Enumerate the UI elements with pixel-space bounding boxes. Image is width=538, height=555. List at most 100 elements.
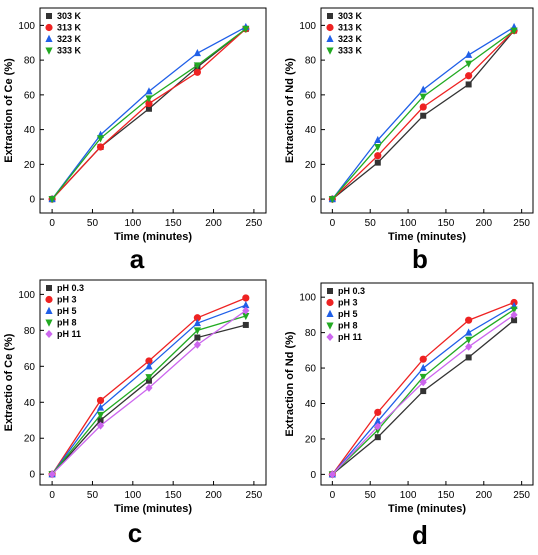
panel-a-data-point-313-k [96,143,105,151]
panel-b-x-axis-title: Time (minutes) [388,231,466,243]
panel-c-data-point-ph-3 [242,294,250,302]
panel-b-data-point-333-k [510,27,518,35]
panel-c-xtick-label: 200 [205,490,222,501]
panel-c-data-point-ph-8 [242,312,250,321]
panel-c-legend-marker-ph-3 [45,295,53,304]
panel-d-data-point-ph-11 [510,310,518,319]
panel-c-legend-label-ph-8: pH 8 [57,318,77,328]
panel-b-ytick-label: 0 [310,195,316,206]
panel-c-data-point-ph-11 [242,306,250,315]
panel-b-data-point-313-k [419,103,427,111]
panel-d-legend: pH 0.3 pH 3pH 5 pH 8pH 11 [326,286,365,342]
panel-c-legend-label-ph-5: pH 5 [57,306,77,316]
panel-a-legend-label-303-k: 303 K [57,11,82,21]
panel-c-data-point-ph-3 [145,357,153,365]
panel-b-data-point-303-k [374,159,381,166]
panel-c-letter: c [128,518,142,548]
panel-a-xtick-label: 200 [205,218,222,229]
panel-a-letter: a [130,244,145,274]
panel-d-series-line-ph-0-3 [331,319,515,475]
panel-d: 0 50 100 150 200 250 0 20 40 60 80 100 Time (minutes… [284,282,534,550]
panel-a-legend-marker-303-k [46,13,52,19]
panel-d-data-point-ph-8 [465,336,473,344]
panel-d-data-point-ph-11 [419,378,427,387]
panel-b-plot-frame [320,7,534,214]
panel-c-ytick-label: 80 [24,326,36,337]
panel-c-xtick-label: 0 [49,490,55,501]
panel-d-data-point-ph-3 [374,408,382,416]
panel-c-data-point-ph-5 [193,318,201,327]
panel-c-data-point-ph-5 [242,300,250,309]
panel-b-data-point-303-k [420,112,427,119]
panel-b-legend-label-303-k: 303 K [338,11,363,21]
panel-a-ytick-label: 0 [29,195,35,206]
panel-b-data-point-313-k [465,72,473,80]
panel-b: 0 50 100 150 200 250 0 20 40 60 80 100 Time (minutes… [284,7,534,274]
panel-c-series-line-ph-0-3 [51,324,246,475]
panel-a-data-point-333-k [193,62,201,70]
panel-c-x-axis-title: Time (minutes) [114,503,192,515]
panel-a-ytick-label: 60 [24,90,36,101]
panel-b-legend-marker-303-k [327,13,333,19]
panel-a-data-point-333-k [96,135,105,143]
panel-b-ytick-label: 40 [305,125,317,136]
panel-d-legend-marker-ph-11 [326,333,334,341]
panel-c-legend-label-ph-3: pH 3 [57,295,77,305]
panel-a-legend-label-323-k: 323 K [57,34,82,44]
panel-d-ytick-label: 20 [305,434,317,445]
panel-d-legend-label-ph-0-3: pH 0.3 [338,286,365,296]
panel-c-data-point-ph-0-3 [194,334,201,341]
panel-b-letter: b [412,244,428,274]
panel-d-xtick-label: 150 [438,490,455,501]
panel-c-legend-marker-ph-8 [45,319,53,327]
panel-c-data-point-ph-3 [193,314,201,322]
panel-d-legend-marker-ph-8 [326,322,334,330]
panel-b-data-point-333-k [374,143,382,152]
panel-a-xtick-label: 250 [246,218,263,229]
panel-a-data-point-323-k [193,48,201,57]
panel-c-legend-marker-ph-0-3 [46,285,52,291]
panel-a-ytick-label: 80 [24,56,36,67]
panel-d-data-point-ph-0-3 [511,317,518,324]
panel-a-x-axis-title: Time (minutes) [114,231,192,243]
panel-d-data-point-ph-5 [374,417,382,425]
panel-d-xtick-label: 200 [475,490,492,501]
panel-b-data-point-323-k [419,85,427,93]
panel-b-y-axis-title: Extraction of Nd (%) [284,58,296,163]
panel-d-ytick-label: 0 [310,470,316,481]
panel-b-data-point-333-k [465,60,473,68]
panel-d-legend-label-ph-8: pH 8 [338,321,358,331]
panel-b-legend-label-333-k: 333 K [338,46,363,56]
panel-b-data-point-323-k [465,50,473,58]
panel-d-xtick-label: 0 [330,490,336,501]
panel-d-data-point-ph-0-3 [465,354,472,361]
panel-d-data-point-ph-11 [374,422,382,431]
panel-c-series-line-ph-8 [51,315,247,475]
panel-b-xtick-label: 100 [400,218,417,229]
panel-c-series-line-ph-11 [51,310,247,475]
panel-d-data-point-ph-5 [419,363,427,372]
panel-c-legend-label-ph-0-3: pH 0.3 [57,283,84,293]
panel-a-ytick-label: 100 [18,21,35,32]
panel-c-xtick-label: 150 [165,490,182,501]
panel-b-legend-label-323-k: 323 K [338,34,363,44]
panel-a-y-axis-title: Extraction of Ce (%) [3,58,15,163]
panel-a-xtick-label: 150 [165,218,182,229]
panel-a-data-point-313-k [145,99,153,108]
panel-d-legend-marker-ph-0-3 [327,288,333,294]
panel-c: 0 50 100 150 200 250 0 20 40 60 80 100 Time (minutes… [3,279,267,548]
panel-c-y-axis-title: Extractio of Ce (%) [3,333,15,431]
panel-d-legend-label-ph-5: pH 5 [338,309,358,319]
panel-c-legend-marker-ph-5 [45,306,53,314]
panel-b-xtick-label: 200 [475,218,492,229]
panel-d-data-point-ph-8 [510,306,518,314]
panel-a-xtick-label: 0 [49,218,55,229]
panel-b-legend-label-313-k: 313 K [338,23,363,33]
panel-d-data-point-ph-3 [465,316,473,324]
panel-c-xtick-label: 50 [87,490,99,501]
panel-d-data-point-ph-8 [419,373,427,382]
panel-a-data-point-333-k [48,196,56,204]
panel-a-ytick-label: 40 [24,125,36,136]
panel-d-ytick-label: 80 [305,328,317,339]
